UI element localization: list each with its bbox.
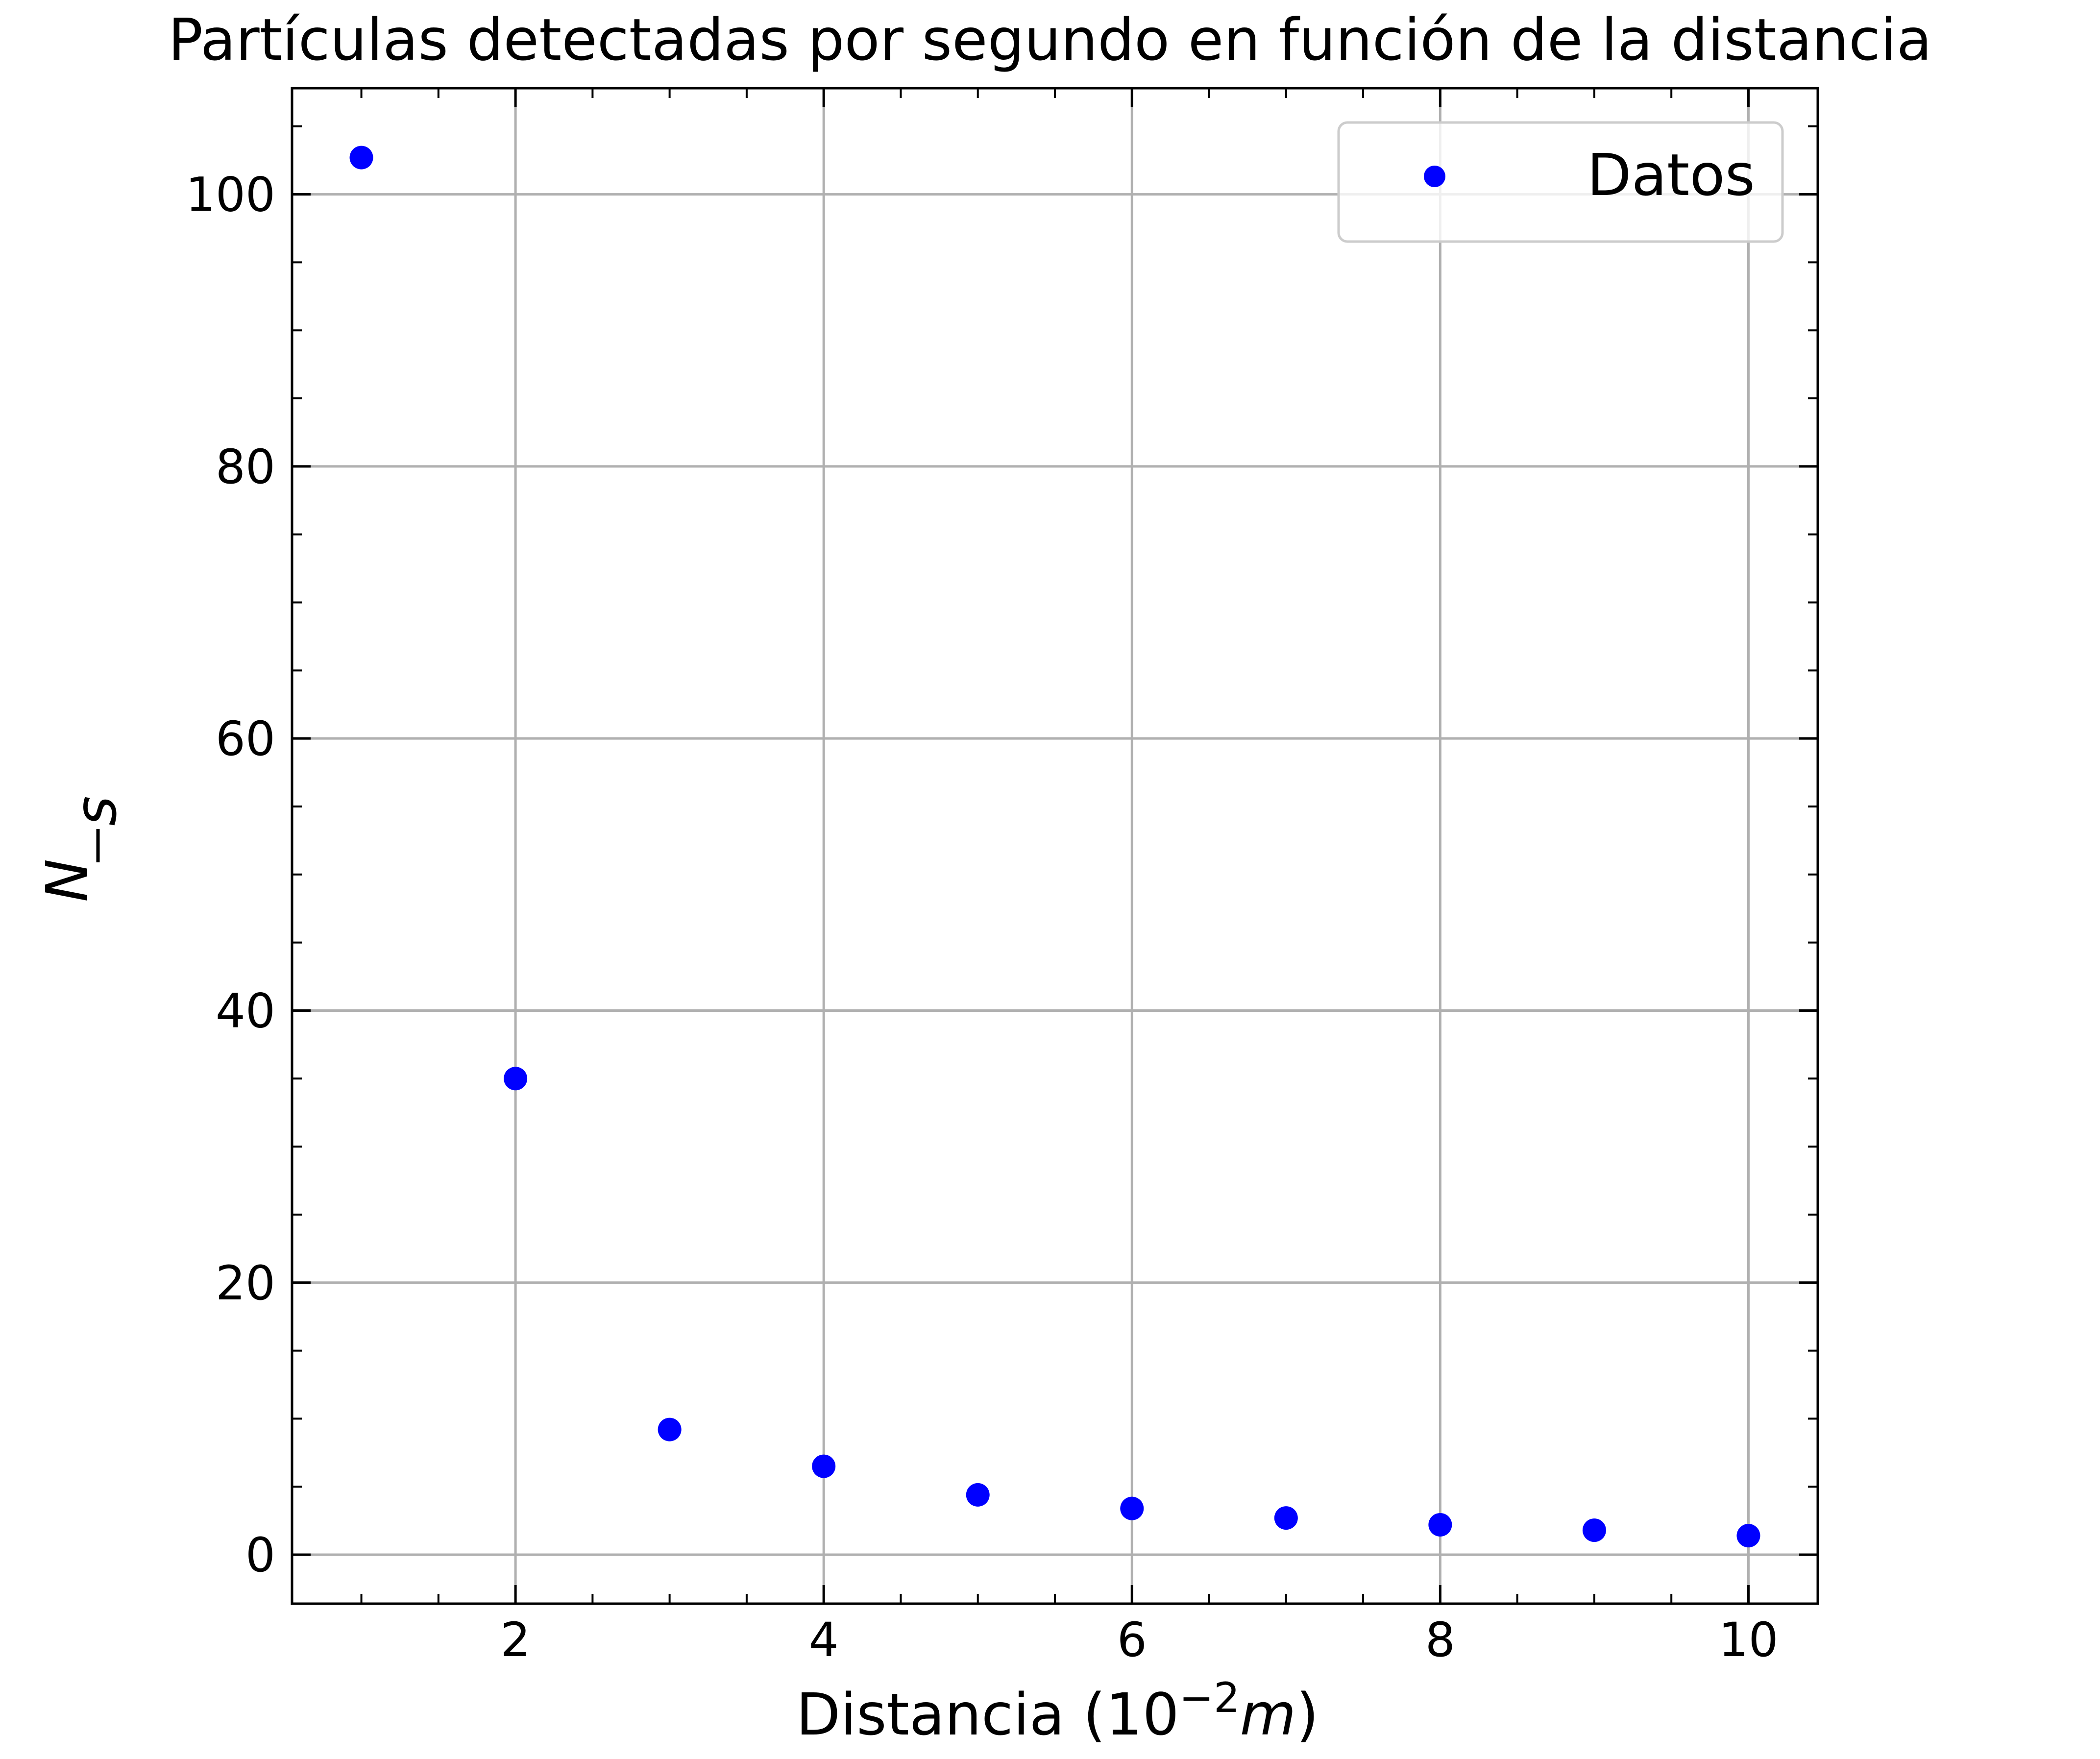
data-point xyxy=(504,1067,528,1091)
x-axis-label-close: ) xyxy=(1296,1681,1319,1748)
y-tick-label: 20 xyxy=(216,1256,275,1311)
x-tick-label: 10 xyxy=(1718,1612,1778,1667)
data-points xyxy=(349,146,1760,1548)
data-point xyxy=(1120,1496,1144,1520)
data-point xyxy=(1428,1513,1452,1537)
y-tick-label: 60 xyxy=(216,711,275,766)
data-point xyxy=(1736,1524,1760,1548)
axis-ticks xyxy=(292,88,1818,1604)
data-point xyxy=(966,1483,990,1507)
data-point xyxy=(1274,1506,1298,1530)
data-point xyxy=(349,146,373,170)
y-tick-label: 0 xyxy=(245,1528,275,1583)
y-axis-label: N s xyxy=(33,796,129,902)
x-tick-label: 8 xyxy=(1425,1612,1455,1667)
y-tick-label: 80 xyxy=(216,440,275,494)
x-tick-label: 4 xyxy=(809,1612,839,1667)
grid xyxy=(292,88,1818,1604)
legend: Datos xyxy=(1337,121,1784,243)
x-axis-label-main: Distancia (10 xyxy=(796,1681,1179,1748)
legend-box xyxy=(1337,121,1784,243)
y-axis-label-numerator: N xyxy=(33,859,101,902)
data-point xyxy=(658,1417,682,1441)
y-tick-label: 100 xyxy=(186,168,275,222)
x-axis-label: Distancia (10−2m) xyxy=(796,1674,1319,1748)
y-axis-label-denominator: s xyxy=(62,796,129,826)
data-point xyxy=(1582,1518,1606,1542)
x-tick-label: 2 xyxy=(501,1612,531,1667)
legend-marker xyxy=(1424,166,1445,187)
y-tick-label: 40 xyxy=(216,983,275,1038)
chart-title: Partículas detectadas por segundo en fun… xyxy=(168,6,1932,73)
x-tick-label: 6 xyxy=(1117,1612,1147,1667)
plot-frame xyxy=(291,87,1819,1605)
data-point xyxy=(812,1454,836,1478)
x-axis-label-unit: m xyxy=(1240,1681,1296,1748)
legend-label: Datos xyxy=(1587,141,1755,209)
x-axis-label-exponent: −2 xyxy=(1179,1674,1240,1722)
